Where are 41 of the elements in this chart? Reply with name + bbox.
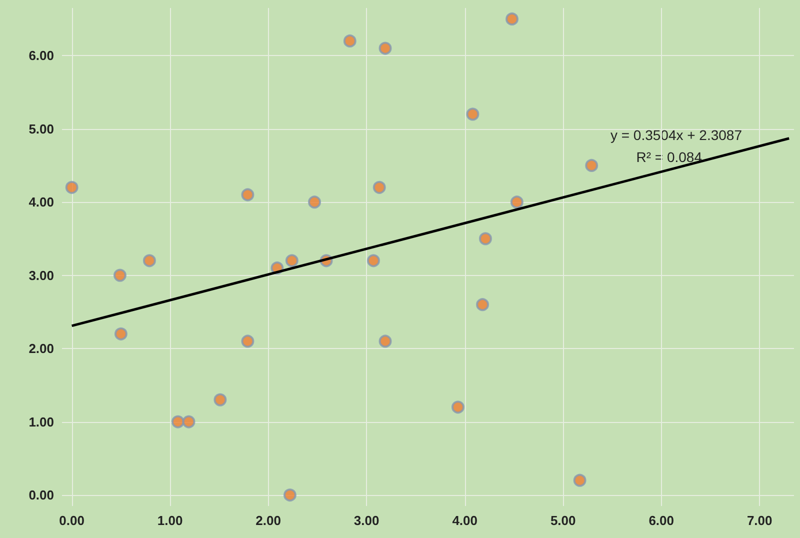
point — [214, 393, 227, 406]
y-tick-label: 1.00 — [28, 414, 54, 430]
point — [241, 188, 254, 202]
x-tick-label: 4.00 — [452, 513, 478, 528]
y-tick-label: 0.00 — [28, 488, 54, 503]
y-tick-label: 3.00 — [28, 268, 54, 283]
point — [366, 254, 380, 268]
y-tick-label: 5.00 — [28, 121, 54, 136]
point — [308, 196, 322, 209]
point — [142, 254, 156, 268]
x-tick-label: 0.00 — [59, 513, 84, 528]
point — [378, 334, 392, 348]
point — [283, 488, 296, 502]
point — [466, 108, 480, 121]
x-tick-label: 3.00 — [354, 513, 380, 528]
x-tick-label: 6.00 — [648, 513, 674, 528]
x-tick-label: 7.00 — [746, 513, 772, 528]
point — [285, 254, 298, 268]
point — [343, 34, 356, 48]
point — [372, 180, 386, 194]
point — [65, 180, 78, 194]
point — [171, 415, 184, 428]
point — [585, 158, 598, 172]
point — [573, 474, 586, 487]
annotation: y = 0.3504x + 2.3087 — [610, 127, 742, 143]
point — [378, 42, 392, 55]
point — [241, 334, 254, 348]
y-tick-label: 2.00 — [28, 341, 54, 356]
point — [114, 327, 128, 340]
y-tick-label: 6.00 — [28, 48, 54, 64]
point — [113, 268, 126, 282]
point — [510, 196, 524, 209]
x-tick-label: 1.00 — [157, 513, 183, 528]
point — [451, 400, 464, 414]
point — [476, 298, 490, 312]
point — [478, 232, 492, 246]
point — [506, 12, 519, 26]
point — [182, 415, 196, 428]
y-tick-label: 4.00 — [28, 194, 54, 210]
x-tick-label: 5.00 — [550, 513, 576, 528]
x-tick-label: 2.00 — [256, 513, 281, 528]
